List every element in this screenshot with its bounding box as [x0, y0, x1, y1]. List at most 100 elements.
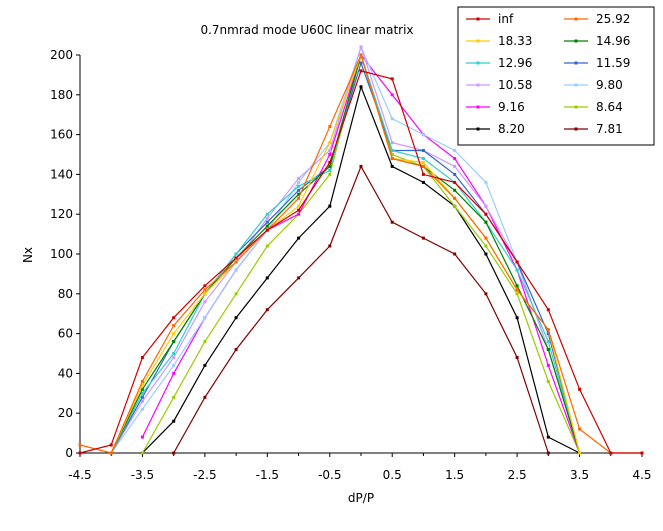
data-point	[172, 356, 176, 359]
data-point	[234, 268, 238, 272]
data-point	[421, 180, 425, 184]
data-point	[484, 212, 488, 216]
data-point	[359, 53, 363, 57]
legend-item: 11.59	[564, 56, 630, 70]
legend-label: 12.96	[498, 56, 532, 70]
series-line	[110, 52, 581, 454]
x-tick-label: 0.5	[383, 468, 402, 482]
data-point	[297, 236, 301, 240]
data-point	[390, 149, 394, 152]
y-tick-label: 120	[50, 207, 73, 221]
x-tick-label: -1.5	[256, 468, 279, 482]
data-point	[172, 324, 176, 328]
data-point	[172, 371, 176, 375]
data-point	[109, 451, 113, 455]
x-tick-label: -4.5	[68, 468, 91, 482]
x-tick-label: 4.5	[632, 468, 651, 482]
legend-swatch-marker	[574, 61, 578, 65]
data-point	[140, 395, 144, 399]
data-point	[328, 161, 332, 164]
data-point	[453, 172, 457, 176]
data-point	[484, 204, 488, 208]
series-25-92	[78, 53, 644, 455]
data-point	[297, 180, 301, 184]
x-tick-label: 2.5	[508, 468, 527, 482]
data-point	[546, 340, 550, 344]
series-7-81	[172, 164, 550, 455]
legend-label: 8.64	[596, 100, 623, 114]
data-point	[234, 260, 238, 264]
data-point	[265, 228, 269, 232]
legend-item: 10.58	[466, 78, 532, 92]
data-point	[297, 192, 301, 196]
data-point	[203, 292, 207, 296]
data-point	[484, 252, 488, 256]
data-point	[140, 451, 144, 455]
legend-item: 9.80	[564, 78, 623, 92]
data-point	[234, 316, 238, 320]
data-point	[265, 224, 269, 228]
data-point	[546, 451, 550, 455]
data-point	[265, 308, 269, 312]
data-point	[203, 363, 207, 367]
y-axis-label: Nx	[21, 247, 35, 263]
y-tick-label: 80	[58, 287, 73, 301]
legend-label: 9.80	[596, 78, 623, 92]
legend-label: 8.20	[498, 122, 525, 136]
data-point	[390, 153, 394, 156]
data-point	[421, 133, 425, 137]
data-point	[515, 288, 519, 292]
legend-label: 7.81	[596, 122, 623, 136]
data-point	[453, 252, 457, 256]
data-point	[421, 236, 425, 240]
data-point	[140, 407, 144, 411]
legend-item: 18.33	[466, 34, 532, 48]
legend: inf 25.92 18.33 14.96 12.96 11.59 10.58 9.80 9.1…	[457, 6, 655, 146]
x-axis-label: dP/P	[348, 491, 374, 505]
data-point	[265, 276, 269, 280]
data-point	[297, 212, 301, 216]
data-point	[359, 61, 363, 65]
data-point	[328, 204, 332, 208]
data-point	[484, 180, 488, 184]
legend-item: 9.16	[466, 100, 525, 114]
legend-swatch-marker	[476, 83, 480, 87]
data-point	[203, 316, 207, 320]
legend-item: 12.96	[466, 56, 532, 70]
legend-label: 9.16	[498, 100, 525, 114]
data-point	[172, 451, 176, 455]
legend-swatch-marker	[476, 105, 480, 109]
data-point	[203, 300, 207, 304]
y-tick-label: 60	[58, 327, 73, 341]
data-point	[203, 395, 207, 399]
x-tick-label: -2.5	[193, 468, 216, 482]
y-tick-label: 200	[50, 48, 73, 62]
data-point	[453, 188, 457, 192]
data-point	[453, 180, 457, 184]
data-point	[265, 212, 269, 216]
legend-item: 8.64	[564, 100, 623, 114]
data-point	[453, 196, 457, 200]
data-point	[265, 220, 269, 224]
data-point	[297, 276, 301, 280]
chart-title: 0.7nmrad mode U60C linear matrix	[200, 23, 413, 37]
legend-label: inf	[498, 12, 514, 26]
data-point	[297, 176, 301, 180]
data-point	[172, 332, 176, 336]
data-point	[328, 172, 332, 176]
legend-swatch-marker	[574, 83, 578, 87]
data-point	[234, 348, 238, 351]
y-tick-label: 100	[50, 247, 73, 261]
data-point	[515, 284, 519, 288]
data-point	[328, 168, 332, 172]
data-point	[203, 340, 207, 344]
data-point	[390, 77, 394, 81]
data-point	[297, 204, 301, 208]
data-point	[421, 164, 425, 168]
data-point	[297, 208, 301, 212]
data-point	[484, 244, 488, 248]
data-point	[515, 316, 519, 320]
data-point	[609, 451, 613, 455]
data-point	[390, 141, 394, 145]
data-point	[172, 419, 176, 423]
